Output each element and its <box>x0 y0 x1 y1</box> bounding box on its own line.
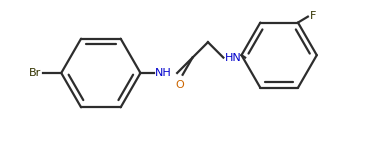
Text: F: F <box>310 11 316 21</box>
Text: O: O <box>175 80 184 90</box>
Text: HN: HN <box>225 53 242 63</box>
Text: Br: Br <box>29 68 42 78</box>
Text: NH: NH <box>155 68 172 78</box>
